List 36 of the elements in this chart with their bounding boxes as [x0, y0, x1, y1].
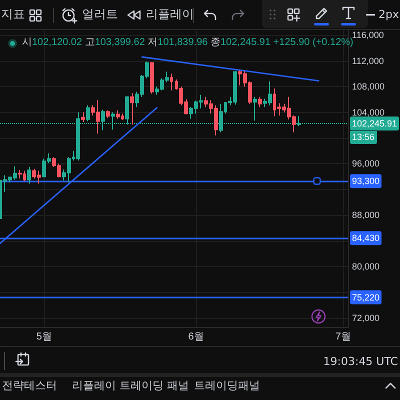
- candlestick: [18, 170, 22, 179]
- ref-line-label: 93,300: [352, 176, 380, 186]
- x-tick-label: 7월: [335, 332, 351, 342]
- y-tick-label: 80,000: [352, 262, 380, 272]
- candlestick: [170, 73, 173, 91]
- ref-line-label: 75,220: [352, 292, 380, 302]
- x-tick-label: 5월: [36, 332, 52, 342]
- y-tick-label: 112,000: [352, 56, 384, 66]
- text: 2px: [378, 8, 399, 22]
- text: 지표: [1, 7, 25, 22]
- text: 전략테스터: [2, 379, 57, 392]
- text: 13:56: [350, 131, 377, 144]
- text: 리플레이: [146, 7, 194, 22]
- y-tick-label: 104,000: [352, 107, 385, 118]
- candlestick: [27, 166, 31, 184]
- y-tick-label: 72,000: [352, 313, 380, 323]
- y-tick-label: 116,000: [352, 30, 384, 40]
- candlestick: [106, 110, 110, 119]
- candlestick: [150, 62, 154, 94]
- text: 리플레이 트레이딩 패널: [72, 379, 189, 392]
- candlestick: [81, 112, 85, 122]
- text: 트레이딩패널: [194, 379, 260, 392]
- candlestick: [258, 96, 262, 108]
- y-tick-label: 96,000: [352, 158, 380, 169]
- y-tick-label: 108,000: [352, 82, 385, 92]
- text: 시102,120.02 고103,399.62 저101,839.96 종102,245.91 +125.90 (+0.12%): [22, 37, 354, 48]
- candlestick: [86, 104, 90, 122]
- ref-line-label: 84,430: [352, 233, 380, 244]
- x-tick-label: 6월: [188, 332, 204, 342]
- text: 19:03:45 UTC: [323, 355, 398, 368]
- candlestick: [253, 96, 257, 122]
- text: 얼러트: [82, 7, 118, 22]
- candlestick: [130, 92, 134, 125]
- candlestick: [116, 110, 120, 120]
- ref-line-label: 102,245.91: [352, 118, 398, 129]
- y-tick-label: 88,000: [352, 210, 380, 220]
